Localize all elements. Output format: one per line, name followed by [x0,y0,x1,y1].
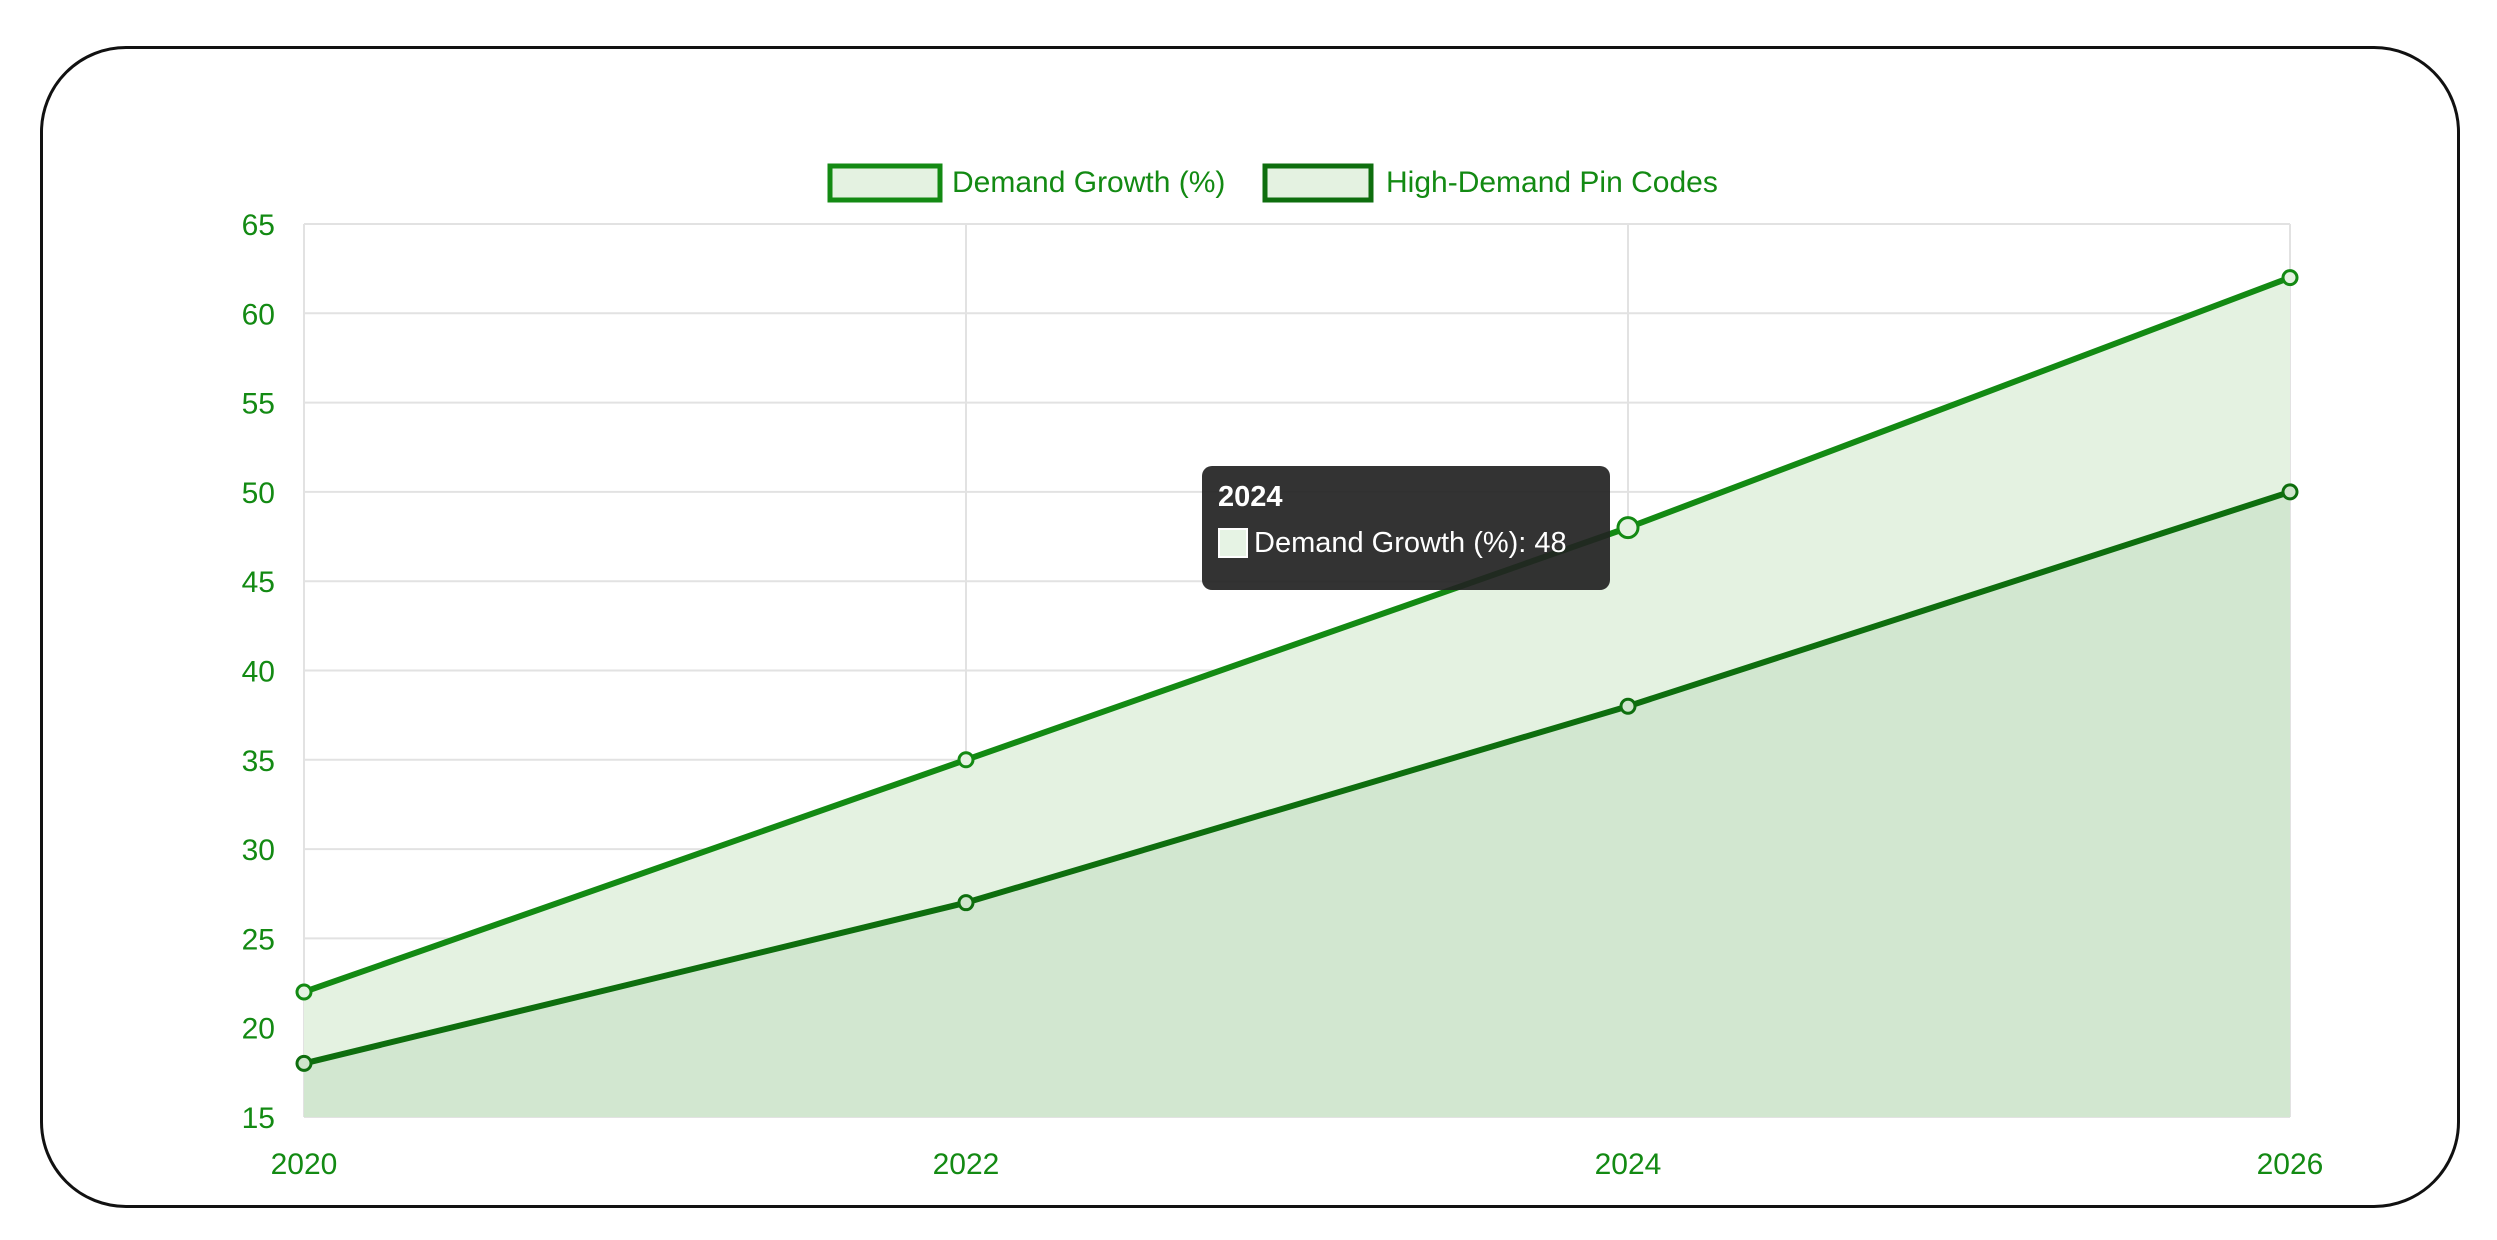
series-points [295,269,2299,1072]
area-high-demand-pin-codes [304,491,2290,1117]
legend-swatch-demand-growth[interactable] [827,163,943,203]
y-tick-label: 25 [242,923,275,956]
x-tick-label: 2022 [933,1148,1000,1181]
x-axis-ticks: 2020 2022 2024 2026 [271,1148,2324,1181]
legend-label-demand-growth[interactable]: Demand Growth (%) [952,166,1225,199]
y-axis-ticks: 15 20 25 30 35 40 45 50 55 60 65 [242,209,275,1135]
legend-label-high-demand-pin-codes[interactable]: High-Demand Pin Codes [1386,166,1718,199]
point-high-demand-pin-codes-2026[interactable] [2281,483,2299,501]
x-tick-label: 2020 [271,1148,338,1181]
tooltip-row: Demand Growth (%): 48 [1218,526,1594,560]
y-tick-label: 60 [242,298,275,331]
point-demand-growth-2026[interactable] [2281,269,2299,287]
y-tick-label: 50 [242,477,275,510]
legend-swatch-high-demand-pin-codes[interactable] [1262,163,1374,203]
point-high-demand-pin-codes-2022[interactable] [957,894,975,912]
tooltip-title: 2024 [1218,481,1283,513]
y-tick-label: 40 [242,656,275,689]
series-lines [303,274,2292,1067]
point-high-demand-pin-codes-2020[interactable] [295,1054,313,1072]
y-tick-label: 35 [242,745,275,778]
legend: Demand Growth (%) High-Demand Pin Codes [827,163,1718,203]
series-areas [304,277,2290,1118]
y-tick-label: 55 [242,388,275,421]
point-demand-growth-2020[interactable] [295,983,313,1001]
tooltip-swatch [1218,528,1248,558]
tooltip: 2024 Demand Growth (%): 48 [1202,466,1610,590]
line-demand-growth [303,274,2292,995]
y-tick-label: 65 [242,209,275,242]
point-demand-growth-2022[interactable] [957,751,975,769]
y-tick-label: 15 [242,1102,275,1135]
tooltip-label: Demand Growth (%): 48 [1254,527,1567,559]
x-tick-label: 2026 [2257,1148,2324,1181]
point-demand-growth-2024[interactable] [1616,516,1640,540]
x-tick-label: 2024 [1595,1148,1662,1181]
point-high-demand-pin-codes-2024[interactable] [1619,697,1637,715]
y-tick-label: 20 [242,1013,275,1046]
y-tick-label: 45 [242,566,275,599]
y-tick-label: 30 [242,834,275,867]
line-high-demand-pin-codes [303,489,2291,1067]
